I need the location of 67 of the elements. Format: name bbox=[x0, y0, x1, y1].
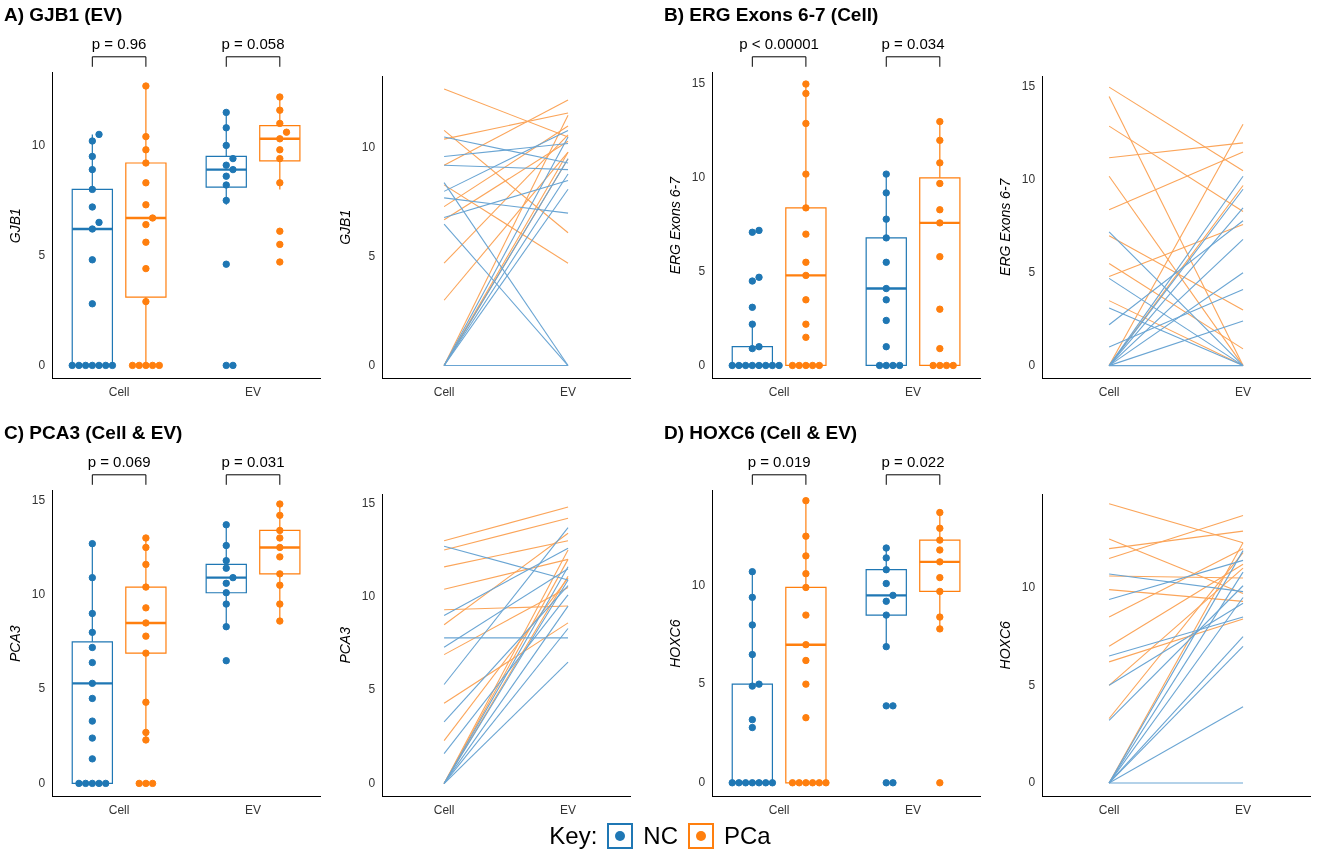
x-tick-label: Cell bbox=[108, 803, 130, 818]
chart-title: C) PCA3 (Cell & EV) bbox=[4, 421, 183, 443]
legend-title: Key: bbox=[549, 822, 598, 850]
x-tick-label: Cell bbox=[768, 803, 790, 818]
x-tick-label: EV bbox=[1235, 385, 1252, 400]
y-tick-label: 10 bbox=[361, 589, 376, 604]
chart-title: A) GJB1 (EV) bbox=[4, 3, 123, 25]
x-tick-label: EV bbox=[245, 803, 262, 818]
legend-label: NC bbox=[643, 822, 678, 850]
y-axis-title: PCA3 bbox=[7, 625, 24, 662]
text: p = 0.022 bbox=[881, 453, 945, 471]
y-tick-label: 0 bbox=[368, 775, 376, 790]
y-tick-label: 15 bbox=[31, 492, 46, 507]
y-axis-title: ERG Exons 6-7 bbox=[997, 177, 1014, 276]
y-tick-label: 5 bbox=[38, 681, 46, 696]
y-axis-title: HOXC6 bbox=[667, 619, 684, 668]
y-axis-title: PCA3 bbox=[337, 626, 354, 664]
text: p = 0.031 bbox=[221, 453, 285, 471]
y-tick-label: 10 bbox=[691, 170, 706, 185]
x-tick-label: Cell bbox=[108, 385, 130, 400]
text: p = 0.96 bbox=[91, 35, 147, 53]
y-tick-label: 5 bbox=[368, 682, 376, 697]
x-tick-label: EV bbox=[245, 385, 262, 400]
y-tick-label: 10 bbox=[31, 586, 46, 601]
y-tick-label: 10 bbox=[1021, 580, 1036, 595]
y-tick-label: 15 bbox=[691, 76, 706, 91]
y-tick-label: 5 bbox=[1028, 265, 1036, 280]
y-tick-label: 0 bbox=[698, 357, 706, 372]
y-axis-title: HOXC6 bbox=[997, 620, 1014, 670]
x-tick-label: EV bbox=[905, 385, 922, 400]
legend-label: PCa bbox=[724, 822, 771, 850]
y-tick-label: 0 bbox=[368, 357, 376, 372]
x-tick-label: Cell bbox=[1098, 385, 1120, 400]
y-tick-label: 0 bbox=[38, 357, 46, 372]
y-tick-label: 15 bbox=[1021, 79, 1036, 94]
y-tick-label: 0 bbox=[698, 775, 706, 790]
text: p = 0.019 bbox=[747, 453, 811, 471]
x-tick-label: EV bbox=[905, 803, 922, 818]
y-tick-label: 10 bbox=[691, 577, 706, 592]
y-axis-title: GJB1 bbox=[7, 208, 24, 244]
x-tick-label: EV bbox=[1235, 803, 1252, 818]
y-tick-label: 5 bbox=[368, 249, 376, 263]
y-tick-label: 0 bbox=[1028, 357, 1036, 372]
y-axis-title: ERG Exons 6-7 bbox=[667, 175, 684, 275]
x-tick-label: Cell bbox=[433, 385, 455, 400]
text: p = 0.069 bbox=[87, 453, 151, 471]
x-tick-label: Cell bbox=[433, 803, 455, 818]
y-tick-label: 5 bbox=[698, 676, 706, 691]
text: p = 0.034 bbox=[881, 35, 945, 53]
y-tick-label: 10 bbox=[361, 140, 376, 155]
y-tick-label: 5 bbox=[38, 247, 46, 262]
x-tick-label: EV bbox=[560, 385, 577, 400]
x-tick-label: EV bbox=[560, 803, 577, 818]
y-tick-label: 0 bbox=[1028, 775, 1036, 790]
chart-title: D) HOXC6 (Cell & EV) bbox=[664, 421, 858, 443]
x-tick-label: Cell bbox=[768, 385, 790, 400]
x-tick-label: Cell bbox=[1098, 803, 1120, 818]
y-tick-label: 0 bbox=[38, 775, 46, 790]
y-tick-label: 5 bbox=[1028, 677, 1036, 692]
y-tick-label: 10 bbox=[1021, 172, 1036, 187]
text: p = 0.058 bbox=[221, 35, 285, 53]
y-tick-label: 10 bbox=[31, 137, 46, 152]
y-tick-label: 15 bbox=[361, 495, 376, 510]
text: p < 0.00001 bbox=[739, 35, 819, 53]
y-axis-title: GJB1 bbox=[337, 209, 354, 245]
y-tick-label: 5 bbox=[698, 263, 706, 278]
chart-title: B) ERG Exons 6-7 (Cell) bbox=[664, 3, 879, 25]
